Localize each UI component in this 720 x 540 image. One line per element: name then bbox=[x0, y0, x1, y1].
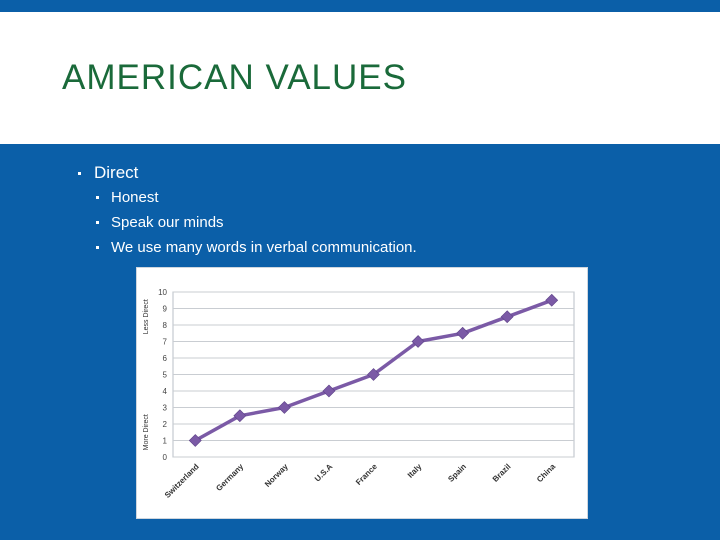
data-point-marker bbox=[367, 368, 380, 381]
slide-title: AMERICAN VALUES bbox=[62, 58, 407, 97]
y-tick-label: 3 bbox=[163, 404, 168, 413]
data-point-marker bbox=[456, 326, 470, 340]
y-tick-label: 7 bbox=[163, 338, 168, 347]
data-point-marker bbox=[188, 434, 202, 447]
bullet-marker bbox=[96, 221, 99, 224]
chart-svg: 0 1 2 3 4 5 6 7 8 9 10 Less Direct More Direct Switze… bbox=[143, 288, 575, 500]
x-tick-label: Germany bbox=[214, 462, 245, 493]
y-tick-label: 9 bbox=[163, 305, 168, 314]
bullet-item-direct: Direct bbox=[78, 161, 417, 185]
x-tick-label: Switzerland bbox=[163, 462, 201, 500]
y-tick-label: 8 bbox=[163, 321, 168, 330]
y-tick-label: 10 bbox=[158, 288, 167, 297]
sub-bullet-honest: Honest bbox=[96, 185, 417, 210]
y-tick-label: 2 bbox=[163, 420, 168, 429]
bullet-list: Direct Honest Speak our minds We use man… bbox=[78, 161, 417, 260]
top-accent-strip bbox=[0, 0, 720, 12]
x-tick-label: U.S.A bbox=[313, 462, 335, 484]
bullet-text: Honest bbox=[111, 189, 159, 206]
bullet-marker bbox=[96, 246, 99, 249]
x-tick-label: Italy bbox=[406, 462, 424, 480]
bullet-text: We use many words in verbal communicatio… bbox=[111, 239, 417, 256]
x-tick-label: Brazil bbox=[491, 462, 513, 484]
y-axis-label-more-direct: More Direct bbox=[143, 414, 150, 450]
y-tick-label: 4 bbox=[163, 387, 168, 396]
bullet-text: Direct bbox=[94, 163, 139, 182]
data-point-marker bbox=[233, 409, 247, 423]
data-point-marker bbox=[277, 401, 291, 414]
y-tick-label: 1 bbox=[163, 437, 168, 446]
sub-bullet-many-words: We use many words in verbal communicatio… bbox=[96, 235, 417, 260]
bullet-marker bbox=[78, 171, 81, 175]
bullet-text: Speak our minds bbox=[111, 214, 224, 231]
x-tick-label: France bbox=[354, 462, 379, 487]
x-tick-label: China bbox=[535, 462, 557, 484]
data-point-marker bbox=[411, 335, 425, 348]
y-tick-label: 0 bbox=[163, 453, 168, 462]
x-tick-label: Spain bbox=[446, 462, 468, 484]
title-band bbox=[0, 12, 720, 144]
y-axis-label-less-direct: Less Direct bbox=[143, 299, 150, 334]
data-point-marker bbox=[545, 293, 559, 307]
y-tick-label: 6 bbox=[163, 354, 168, 363]
x-tick-label: Norway bbox=[263, 462, 290, 489]
y-tick-label: 5 bbox=[163, 371, 168, 380]
directness-chart: 0 1 2 3 4 5 6 7 8 9 10 Less Direct More Direct Switze… bbox=[136, 267, 588, 519]
bullet-marker bbox=[96, 196, 99, 199]
data-point-marker bbox=[500, 310, 514, 324]
data-point-marker bbox=[322, 384, 336, 398]
sub-bullet-speak-minds: Speak our minds bbox=[96, 210, 417, 235]
